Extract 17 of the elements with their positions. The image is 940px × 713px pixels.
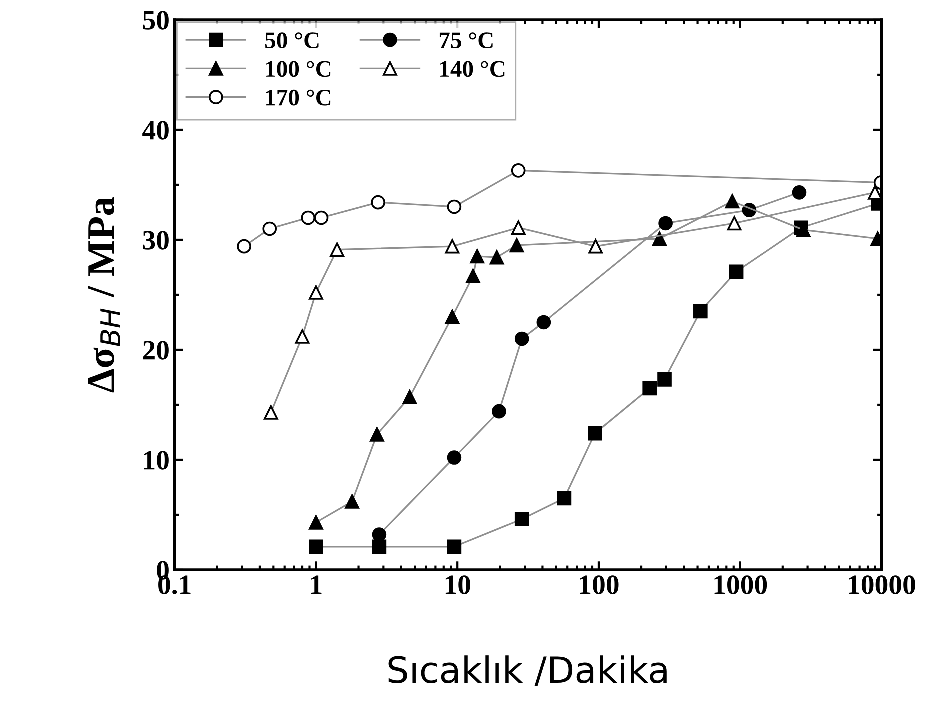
legend-label: 100 °C <box>266 61 331 78</box>
x-tick-label: 1 <box>312 576 322 594</box>
x-axis-title: Sıcaklık /Dakika <box>388 656 667 686</box>
y-tick-label: 50 <box>143 11 169 30</box>
x-tick-label: 10000 <box>849 576 916 594</box>
x-tick-label: 1000 <box>714 576 768 594</box>
y-tick-label: 30 <box>143 231 169 250</box>
x-tick-label: 10 <box>446 576 470 594</box>
legend-label: 75 °C <box>440 32 493 49</box>
y-axis-title: Δσ$_{BH}$ / MPa <box>88 197 120 393</box>
y-tick-label: 10 <box>144 451 169 470</box>
legend-label: 50 °C <box>266 32 319 49</box>
legend-label: 140 °C <box>440 61 505 78</box>
y-tick-label: 40 <box>142 121 169 140</box>
x-tick-label: 100 <box>580 576 619 594</box>
legend-label: 170 °C <box>266 90 331 106</box>
y-tick-label: 20 <box>143 341 169 360</box>
